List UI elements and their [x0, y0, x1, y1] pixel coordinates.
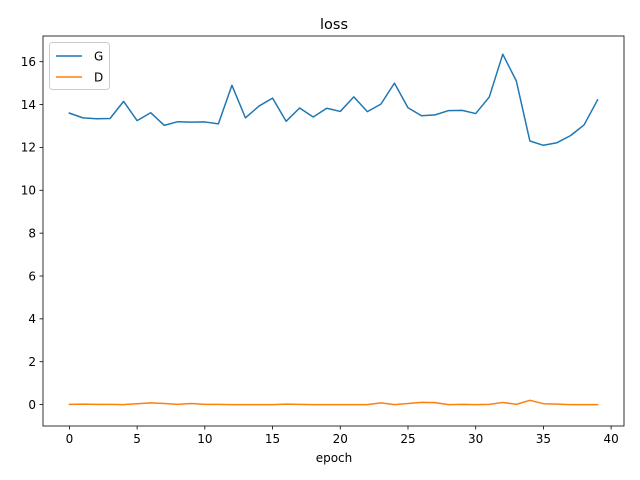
y-tick-label: 4	[28, 312, 36, 326]
legend-label-D: D	[94, 70, 103, 84]
x-tick-label: 35	[536, 432, 551, 446]
x-tick-label: 30	[468, 432, 483, 446]
x-tick-label: 0	[66, 432, 74, 446]
x-axis-label: epoch	[316, 451, 353, 465]
y-tick-label: 14	[21, 98, 36, 112]
series-line-G	[68, 53, 599, 147]
x-tick-label: 5	[133, 432, 141, 446]
y-tick-label: 0	[28, 398, 36, 412]
y-tick-label: 2	[28, 355, 36, 369]
y-tick-label: 16	[21, 55, 36, 69]
y-tick-label: 8	[28, 226, 36, 240]
y-tick-label: 12	[21, 141, 36, 155]
y-tick-label: 6	[28, 269, 36, 283]
x-tick-label: 40	[603, 432, 618, 446]
x-axis-ticks: 0 5 10 15 20 25 30 35 40	[66, 426, 619, 446]
y-axis-ticks: 0 2 4 6 8 10 12 14 16	[21, 55, 43, 412]
chart-title: loss	[320, 17, 348, 33]
axes-frame	[42, 35, 625, 427]
legend-label-G: G	[94, 49, 103, 63]
y-tick-label: 10	[21, 184, 36, 198]
series-line-D	[68, 399, 599, 406]
x-tick-label: 25	[400, 432, 415, 446]
x-tick-label: 20	[333, 432, 348, 446]
legend: GD	[49, 42, 110, 90]
x-tick-label: 10	[197, 432, 212, 446]
x-tick-label: 15	[265, 432, 280, 446]
plot-area	[42, 35, 625, 427]
